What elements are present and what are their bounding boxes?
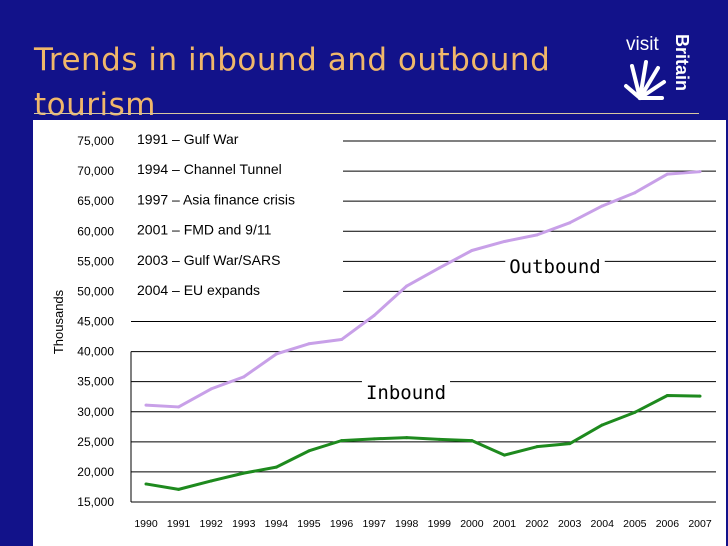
y-tick-label: 50,000 — [77, 284, 114, 298]
data-point-inbound — [437, 437, 441, 441]
event-annotation: 2004 – EU expands — [137, 282, 260, 298]
series-lines — [144, 170, 702, 491]
x-tick-label: 1998 — [395, 518, 419, 530]
x-tick-label: 2002 — [525, 518, 549, 530]
data-point-outbound — [307, 342, 311, 346]
data-point-inbound — [405, 436, 409, 440]
y-tick-label: 30,000 — [77, 405, 114, 419]
x-tick-label: 1993 — [232, 518, 256, 530]
series-label-inbound: Inbound — [366, 382, 446, 404]
data-point-outbound — [242, 375, 246, 379]
logo-word: visit — [626, 34, 659, 55]
x-tick-label: 2001 — [493, 518, 517, 530]
series-label-background — [505, 255, 605, 279]
data-point-inbound — [274, 465, 278, 469]
data-point-outbound — [470, 249, 474, 253]
event-annotations: 1991 – Gulf War 1994 – Channel Tunnel 1997… — [137, 131, 295, 298]
data-point-outbound — [535, 233, 539, 237]
chart-panel — [33, 120, 726, 546]
data-point-outbound — [600, 204, 604, 208]
y-tick-label: 65,000 — [77, 194, 114, 208]
y-tick-label: 55,000 — [77, 254, 114, 268]
x-tick-label: 2004 — [591, 518, 615, 530]
x-tick-label: 1997 — [362, 518, 386, 530]
event-annotation: 2001 – FMD and 9/11 — [137, 222, 272, 238]
y-tick-label: 20,000 — [77, 465, 114, 479]
y-axis-label: Thousands — [51, 289, 66, 354]
data-point-outbound — [177, 405, 181, 409]
data-point-outbound — [144, 403, 148, 407]
x-tick-label: 1991 — [167, 518, 191, 530]
data-point-outbound — [209, 387, 213, 391]
x-tick-label: 2007 — [688, 518, 712, 530]
x-tick-label: 2005 — [623, 518, 647, 530]
x-tick-label: 1990 — [134, 518, 158, 530]
y-tick-label: 70,000 — [77, 164, 114, 178]
visitbritain-logo: visit Britain — [618, 28, 698, 104]
event-annotation: 2003 – Gulf War/SARS — [137, 252, 280, 268]
x-tick-label: 1999 — [428, 518, 452, 530]
series-labels: Outbound Inbound — [361, 255, 605, 405]
y-tick-label: 15,000 — [77, 495, 114, 509]
y-tick-label: 75,000 — [77, 134, 114, 148]
data-point-inbound — [209, 479, 213, 483]
data-point-inbound — [307, 449, 311, 453]
data-point-outbound — [405, 284, 409, 288]
y-tick-label: 60,000 — [77, 224, 114, 238]
data-point-inbound — [340, 439, 344, 443]
data-point-outbound — [665, 172, 669, 176]
data-point-inbound — [535, 445, 539, 449]
data-point-inbound — [502, 453, 506, 457]
x-tick-label: 1994 — [265, 518, 289, 530]
data-point-inbound — [633, 410, 637, 414]
data-point-inbound — [665, 394, 669, 398]
series-label-outbound: Outbound — [509, 256, 601, 278]
data-point-inbound — [698, 394, 702, 398]
data-point-inbound — [372, 437, 376, 441]
title-divider — [34, 113, 699, 114]
event-annotation: 1994 – Channel Tunnel — [137, 161, 282, 177]
data-point-outbound — [437, 266, 441, 270]
logo-brand: Britain — [672, 34, 692, 91]
y-tick-label: 40,000 — [77, 345, 114, 359]
data-point-outbound — [502, 239, 506, 243]
data-point-inbound — [144, 482, 148, 486]
data-point-outbound — [698, 170, 702, 174]
event-annotation: 1997 – Asia finance crisis — [137, 191, 295, 207]
event-annotation: 1991 – Gulf War — [137, 131, 239, 147]
data-point-inbound — [470, 439, 474, 443]
x-tick-label: 1996 — [330, 518, 354, 530]
data-point-inbound — [177, 487, 181, 491]
data-point-outbound — [274, 352, 278, 356]
series-label-background — [361, 381, 451, 405]
x-tick-label: 1995 — [297, 518, 321, 530]
x-tick-label: 2003 — [558, 518, 582, 530]
data-point-outbound — [340, 338, 344, 342]
data-point-outbound — [633, 191, 637, 195]
data-point-outbound — [372, 313, 376, 317]
x-tick-label: 2006 — [656, 518, 680, 530]
data-point-inbound — [600, 423, 604, 427]
y-axis: 15,000 20,000 25,000 30,000 35,000 40,000 45,0… — [77, 134, 132, 509]
y-tick-label: 45,000 — [77, 315, 114, 329]
data-point-inbound — [568, 442, 572, 446]
x-axis: 1990 1991 1992 1993 1994 1995 1996 1997 1998 1999… — [131, 501, 716, 530]
y-tick-label: 35,000 — [77, 375, 114, 389]
slide-title: Trends in inbound and outbound tourism — [34, 42, 551, 123]
x-tick-label: 1992 — [199, 518, 223, 530]
x-tick-label: 2000 — [460, 518, 484, 530]
series-line-outbound — [145, 170, 701, 409]
series-line-inbound — [145, 394, 701, 491]
data-point-inbound — [242, 471, 246, 475]
data-point-outbound — [568, 221, 572, 225]
y-tick-label: 25,000 — [77, 435, 114, 449]
logo-emblem — [624, 60, 666, 100]
